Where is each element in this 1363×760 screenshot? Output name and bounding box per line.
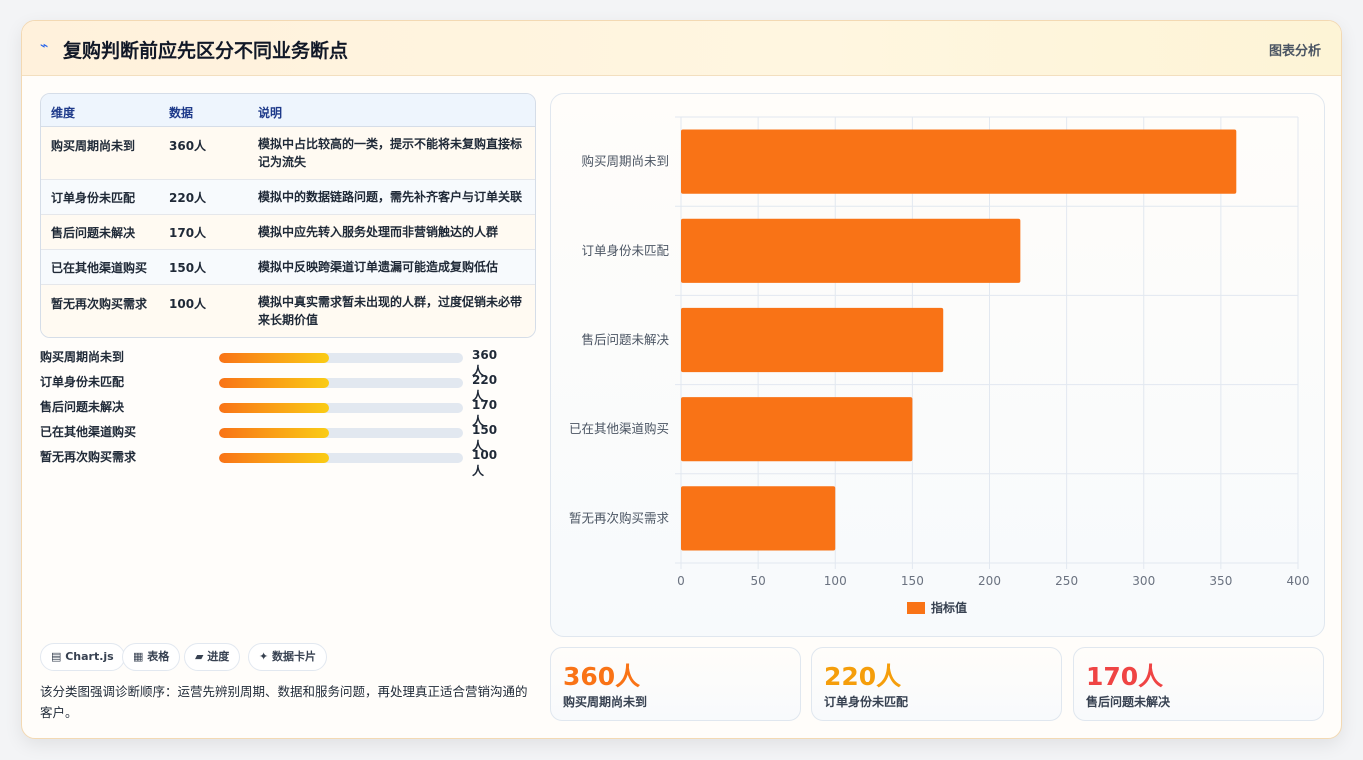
progress-track — [219, 403, 463, 413]
bar — [681, 219, 1020, 283]
x-tick-label: 0 — [677, 574, 685, 588]
chip-table[interactable]: ▦ 表格 — [122, 643, 180, 671]
cell-description: 模拟中应先转入服务处理而非营销触达的人群 — [258, 223, 526, 241]
cell-dimension: 购买周期尚未到 — [51, 137, 135, 154]
bar — [681, 308, 943, 372]
category-label: 购买周期尚未到 — [581, 154, 669, 169]
cell-value: 360人 — [169, 137, 206, 154]
progress-item: 暂无再次购买需求 100人 — [40, 448, 506, 466]
kpi-value: 220人 — [824, 657, 901, 693]
table-header-row: 维度 数据 说明 — [41, 94, 535, 127]
kpi-value: 170人 — [1086, 657, 1163, 693]
progress-fill — [219, 453, 329, 463]
progress-label: 订单身份未匹配 — [40, 373, 124, 390]
bar-chart: 0 50 100 150 200 250 300 350 400 购买周期尚未到订单身份未匹配售后… — [551, 94, 1326, 638]
progress-label: 已在其他渠道购买 — [40, 423, 136, 440]
progress-track — [219, 428, 463, 438]
table-row: 已在其他渠道购买 150人 模拟中反映跨渠道订单遗漏可能造成复购低估 — [41, 250, 535, 285]
progress-item: 售后问题未解决 170人 — [40, 398, 506, 416]
category-label: 售后问题未解决 — [581, 332, 669, 347]
kpi-card: 360人 购买周期尚未到 — [550, 647, 801, 721]
cell-value: 220人 — [169, 189, 206, 206]
x-tick-label: 250 — [1055, 574, 1078, 588]
main-card: ⌁ 复购判断前应先区分不同业务断点 图表分析 维度 数据 说明 购买周期尚未到 … — [21, 20, 1342, 739]
page-title: 复购判断前应先区分不同业务断点 — [63, 36, 348, 63]
legend-swatch — [907, 602, 925, 614]
table-row: 暂无再次购买需求 100人 模拟中真实需求暂未出现的人群，过度促销未必带来长期价… — [41, 285, 535, 338]
progress-track — [219, 353, 463, 363]
cell-value: 100人 — [169, 295, 206, 312]
x-tick-label: 150 — [901, 574, 924, 588]
data-table: 维度 数据 说明 购买周期尚未到 360人 模拟中占比较高的一类，提示不能将未复… — [40, 93, 536, 338]
cell-dimension: 已在其他渠道购买 — [51, 259, 147, 276]
progress-track — [219, 453, 463, 463]
progress-fill — [219, 403, 329, 413]
cell-description: 模拟中真实需求暂未出现的人群，过度促销未必带来长期价值 — [258, 293, 526, 329]
kpi-card: 220人 订单身份未匹配 — [811, 647, 1062, 721]
x-tick-label: 200 — [978, 574, 1001, 588]
x-tick-label: 300 — [1132, 574, 1155, 588]
progress-item: 已在其他渠道购买 150人 — [40, 423, 506, 441]
bar — [681, 129, 1236, 193]
legend-label: 指标值 — [931, 600, 967, 615]
x-tick-label: 100 — [824, 574, 847, 588]
header-bar: ⌁ 复购判断前应先区分不同业务断点 图表分析 — [22, 21, 1341, 76]
cell-value: 150人 — [169, 259, 206, 276]
bar-chart-panel: 0 50 100 150 200 250 300 350 400 购买周期尚未到 订单身份未匹配 售后… — [550, 93, 1325, 637]
analysis-note: 该分类图强调诊断顺序：运营先辨别周期、数据和服务问题，再处理真正适合营销沟通的客… — [40, 681, 538, 723]
x-tick-label: 350 — [1209, 574, 1232, 588]
progress-fill — [219, 378, 329, 388]
progress-value: 100人 — [472, 448, 506, 479]
progress-label: 购买周期尚未到 — [40, 348, 124, 365]
cell-description: 模拟中占比较高的一类，提示不能将未复购直接标记为流失 — [258, 135, 526, 171]
progress-track — [219, 378, 463, 388]
kpi-value: 360人 — [563, 657, 640, 693]
progress-label: 暂无再次购买需求 — [40, 448, 136, 465]
category-label: 已在其他渠道购买 — [569, 421, 669, 436]
progress-item: 订单身份未匹配 220人 — [40, 373, 506, 391]
category-label: 订单身份未匹配 — [581, 243, 669, 258]
pulse-icon: ⌁ — [40, 38, 48, 54]
table-row: 订单身份未匹配 220人 模拟中的数据链路问题，需先补齐客户与订单关联 — [41, 180, 535, 215]
kpi-label: 订单身份未匹配 — [824, 693, 908, 710]
bar — [681, 486, 835, 550]
kpi-card: 170人 售后问题未解决 — [1073, 647, 1324, 721]
x-tick-label: 50 — [750, 574, 765, 588]
table-row: 购买周期尚未到 360人 模拟中占比较高的一类，提示不能将未复购直接标记为流失 — [41, 127, 535, 180]
chart-analysis-tag: 图表分析 — [1269, 40, 1321, 59]
progress-label: 售后问题未解决 — [40, 398, 124, 415]
header-dimension: 维度 — [51, 104, 75, 121]
kpi-label: 售后问题未解决 — [1086, 693, 1170, 710]
cell-description: 模拟中反映跨渠道订单遗漏可能造成复购低估 — [258, 258, 526, 276]
cell-value: 170人 — [169, 224, 206, 241]
chip-progress[interactable]: ▰ 进度 — [184, 643, 240, 671]
header-data: 数据 — [169, 104, 193, 121]
kpi-label: 购买周期尚未到 — [563, 693, 647, 710]
progress-fill — [219, 353, 329, 363]
bar — [681, 397, 912, 461]
cell-dimension: 订单身份未匹配 — [51, 189, 135, 206]
progress-item: 购买周期尚未到 360人 — [40, 348, 506, 366]
cell-description: 模拟中的数据链路问题，需先补齐客户与订单关联 — [258, 188, 526, 206]
progress-fill — [219, 428, 329, 438]
cell-dimension: 暂无再次购买需求 — [51, 295, 147, 312]
chip-data-card[interactable]: ✦ 数据卡片 — [248, 643, 327, 671]
cell-dimension: 售后问题未解决 — [51, 224, 135, 241]
table-row: 售后问题未解决 170人 模拟中应先转入服务处理而非营销触达的人群 — [41, 215, 535, 250]
chip-chartjs[interactable]: ▤ Chart.js — [40, 643, 125, 671]
x-tick-label: 400 — [1287, 574, 1310, 588]
category-label: 暂无再次购买需求 — [569, 510, 670, 525]
header-description: 说明 — [258, 104, 526, 122]
